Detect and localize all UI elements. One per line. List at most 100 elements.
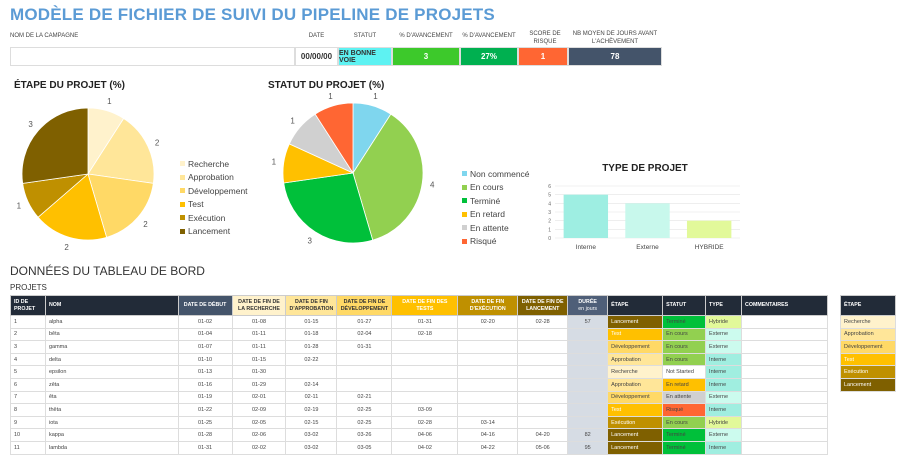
table-cell: 01-07 xyxy=(177,340,233,354)
table-cell: 01-30 xyxy=(231,365,287,379)
table-cell[interactable] xyxy=(741,365,828,379)
stage-pie-chart: 1 2 2 2 1 3 xyxy=(17,97,160,252)
table-cell: 02-06 xyxy=(231,428,287,442)
table-cell[interactable] xyxy=(741,428,828,442)
table-cell xyxy=(391,340,459,354)
table-cell[interactable] xyxy=(741,315,828,329)
table-cell: 01-28 xyxy=(177,428,233,442)
table-cell: 01-25 xyxy=(177,415,233,430)
table-cell: 04-20 xyxy=(517,428,569,442)
table-cell: 01-19 xyxy=(177,390,233,405)
table-row: 10 kappa 01-28 02-06 03-02 03-26 04-06 04-16 04-… xyxy=(10,428,828,442)
column-header[interactable]: NOM xyxy=(44,295,179,316)
y-tick-label: 6 xyxy=(548,184,551,190)
table-cell: Terminé xyxy=(662,315,707,329)
table-row: 2 bêta 01-04 01-11 01-18 02-04 02-18 Test En cou… xyxy=(10,327,828,342)
table-cell: 5 xyxy=(10,365,46,379)
column-header[interactable]: ÉTAPE xyxy=(607,295,664,316)
table-cell: bêta xyxy=(44,327,179,342)
table-row: 6 zêta 01-16 01-29 02-14 Approbation En retard… xyxy=(10,377,828,392)
table-cell xyxy=(336,377,393,392)
table-row: 11 lambda 01-31 02-02 03-02 03-05 04-02 04-22 05… xyxy=(10,440,828,455)
column-header[interactable]: DATE DE FIN D'EXÉCUTION xyxy=(457,295,519,316)
pie-slice xyxy=(283,172,374,244)
table-cell: Externe xyxy=(705,340,742,354)
table-cell[interactable] xyxy=(741,390,828,405)
legend-label: Terminé xyxy=(470,195,501,206)
legend-swatch xyxy=(180,215,185,221)
progress-label: % D'AVANCEMENT xyxy=(399,33,453,39)
table-cell: Développement xyxy=(607,340,664,354)
legend-item: Exécution xyxy=(180,211,248,225)
table-cell[interactable] xyxy=(741,440,828,455)
column-header[interactable]: DATE DE FIN D'APPROBATION xyxy=(285,295,338,316)
table-cell[interactable] xyxy=(741,352,828,367)
pie-data-label: 2 xyxy=(143,220,148,229)
table-cell: 01-15 xyxy=(231,352,287,367)
table-cell: 02-28 xyxy=(391,415,459,430)
column-header[interactable]: DATE DE FIN DE DÉVELOPPEMENT xyxy=(336,295,393,316)
table-cell: 02-01 xyxy=(231,390,287,405)
table-cell xyxy=(567,390,609,405)
table-cell: 02-20 xyxy=(457,315,519,329)
table-cell[interactable] xyxy=(741,340,828,354)
column-header[interactable]: DATE DE DÉBUT xyxy=(177,295,233,316)
table-cell: 9 xyxy=(10,415,46,430)
table-cell: gamma xyxy=(44,340,179,354)
table-cell: Test xyxy=(607,403,664,417)
pie-data-label: 2 xyxy=(155,138,160,147)
table-cell: Interne xyxy=(705,377,742,392)
table-cell xyxy=(517,403,569,417)
table-cell: 03-14 xyxy=(457,415,519,430)
stage-legend-header: ÉTAPE xyxy=(840,295,896,316)
legend-label: Test xyxy=(188,199,204,210)
column-header[interactable]: TYPE xyxy=(705,295,742,316)
table-cell: Externe xyxy=(705,390,742,405)
pie-data-label: 1 xyxy=(272,158,277,167)
legend-label: En attente xyxy=(470,222,509,233)
table-cell: 01-16 xyxy=(177,377,233,392)
x-tick-label: Externe xyxy=(636,244,659,251)
date-value[interactable]: 00/00/00 xyxy=(295,47,338,66)
column-header[interactable]: COMMENTAIRES xyxy=(741,295,828,316)
legend-item: En attente xyxy=(462,221,530,235)
table-cell xyxy=(567,327,609,342)
table-cell: 01-22 xyxy=(177,403,233,417)
type-bar-chart: 0 1 2 3 4 5 6 Interne Externe HYBRIDE xyxy=(548,184,740,251)
table-cell[interactable] xyxy=(741,415,828,430)
table-cell: 02-25 xyxy=(336,415,393,430)
table-row: 4 delta 01-10 01-15 02-22 Approbation En cours… xyxy=(10,352,828,367)
table-cell xyxy=(567,377,609,392)
column-header[interactable]: ID DE PROJET xyxy=(10,295,46,316)
table-cell: 1 xyxy=(10,315,46,329)
table-cell[interactable] xyxy=(741,327,828,342)
campaign-input[interactable] xyxy=(10,47,295,66)
table-cell xyxy=(517,327,569,342)
table-cell: êta xyxy=(44,390,179,405)
status-label: STATUT xyxy=(353,33,377,39)
column-header[interactable]: DURÉE en jours xyxy=(567,295,609,316)
y-tick-label: 1 xyxy=(548,227,551,233)
column-header[interactable]: STATUT xyxy=(662,295,707,316)
legend-item: En cours xyxy=(462,181,530,195)
column-header[interactable]: DATE DE FIN DE LANCEMENT xyxy=(517,295,569,316)
table-cell: Lancement xyxy=(607,428,664,442)
legend-item: Approbation xyxy=(180,171,248,185)
progress-value: 3 xyxy=(392,47,460,66)
table-cell[interactable] xyxy=(741,403,828,417)
column-header[interactable]: DATE DE FIN DE LA RECHERCHE xyxy=(231,295,287,316)
table-cell xyxy=(517,340,569,354)
table-cell[interactable] xyxy=(741,377,828,392)
table-cell xyxy=(391,365,459,379)
table-cell: 03-05 xyxy=(336,440,393,455)
table-cell: En cours xyxy=(662,415,707,430)
status-chart-legend: Non commencé En cours Terminé En retard En a… xyxy=(462,167,530,248)
table-cell: Interne xyxy=(705,440,742,455)
pie-slice xyxy=(87,117,155,184)
x-tick-label: Interne xyxy=(576,244,597,251)
pie-data-label: 1 xyxy=(17,202,22,211)
table-cell: En cours xyxy=(662,352,707,367)
table-cell: Interne xyxy=(705,403,742,417)
table-cell: 03-26 xyxy=(336,428,393,442)
column-header[interactable]: DATE DE FIN DES TESTS xyxy=(391,295,459,316)
